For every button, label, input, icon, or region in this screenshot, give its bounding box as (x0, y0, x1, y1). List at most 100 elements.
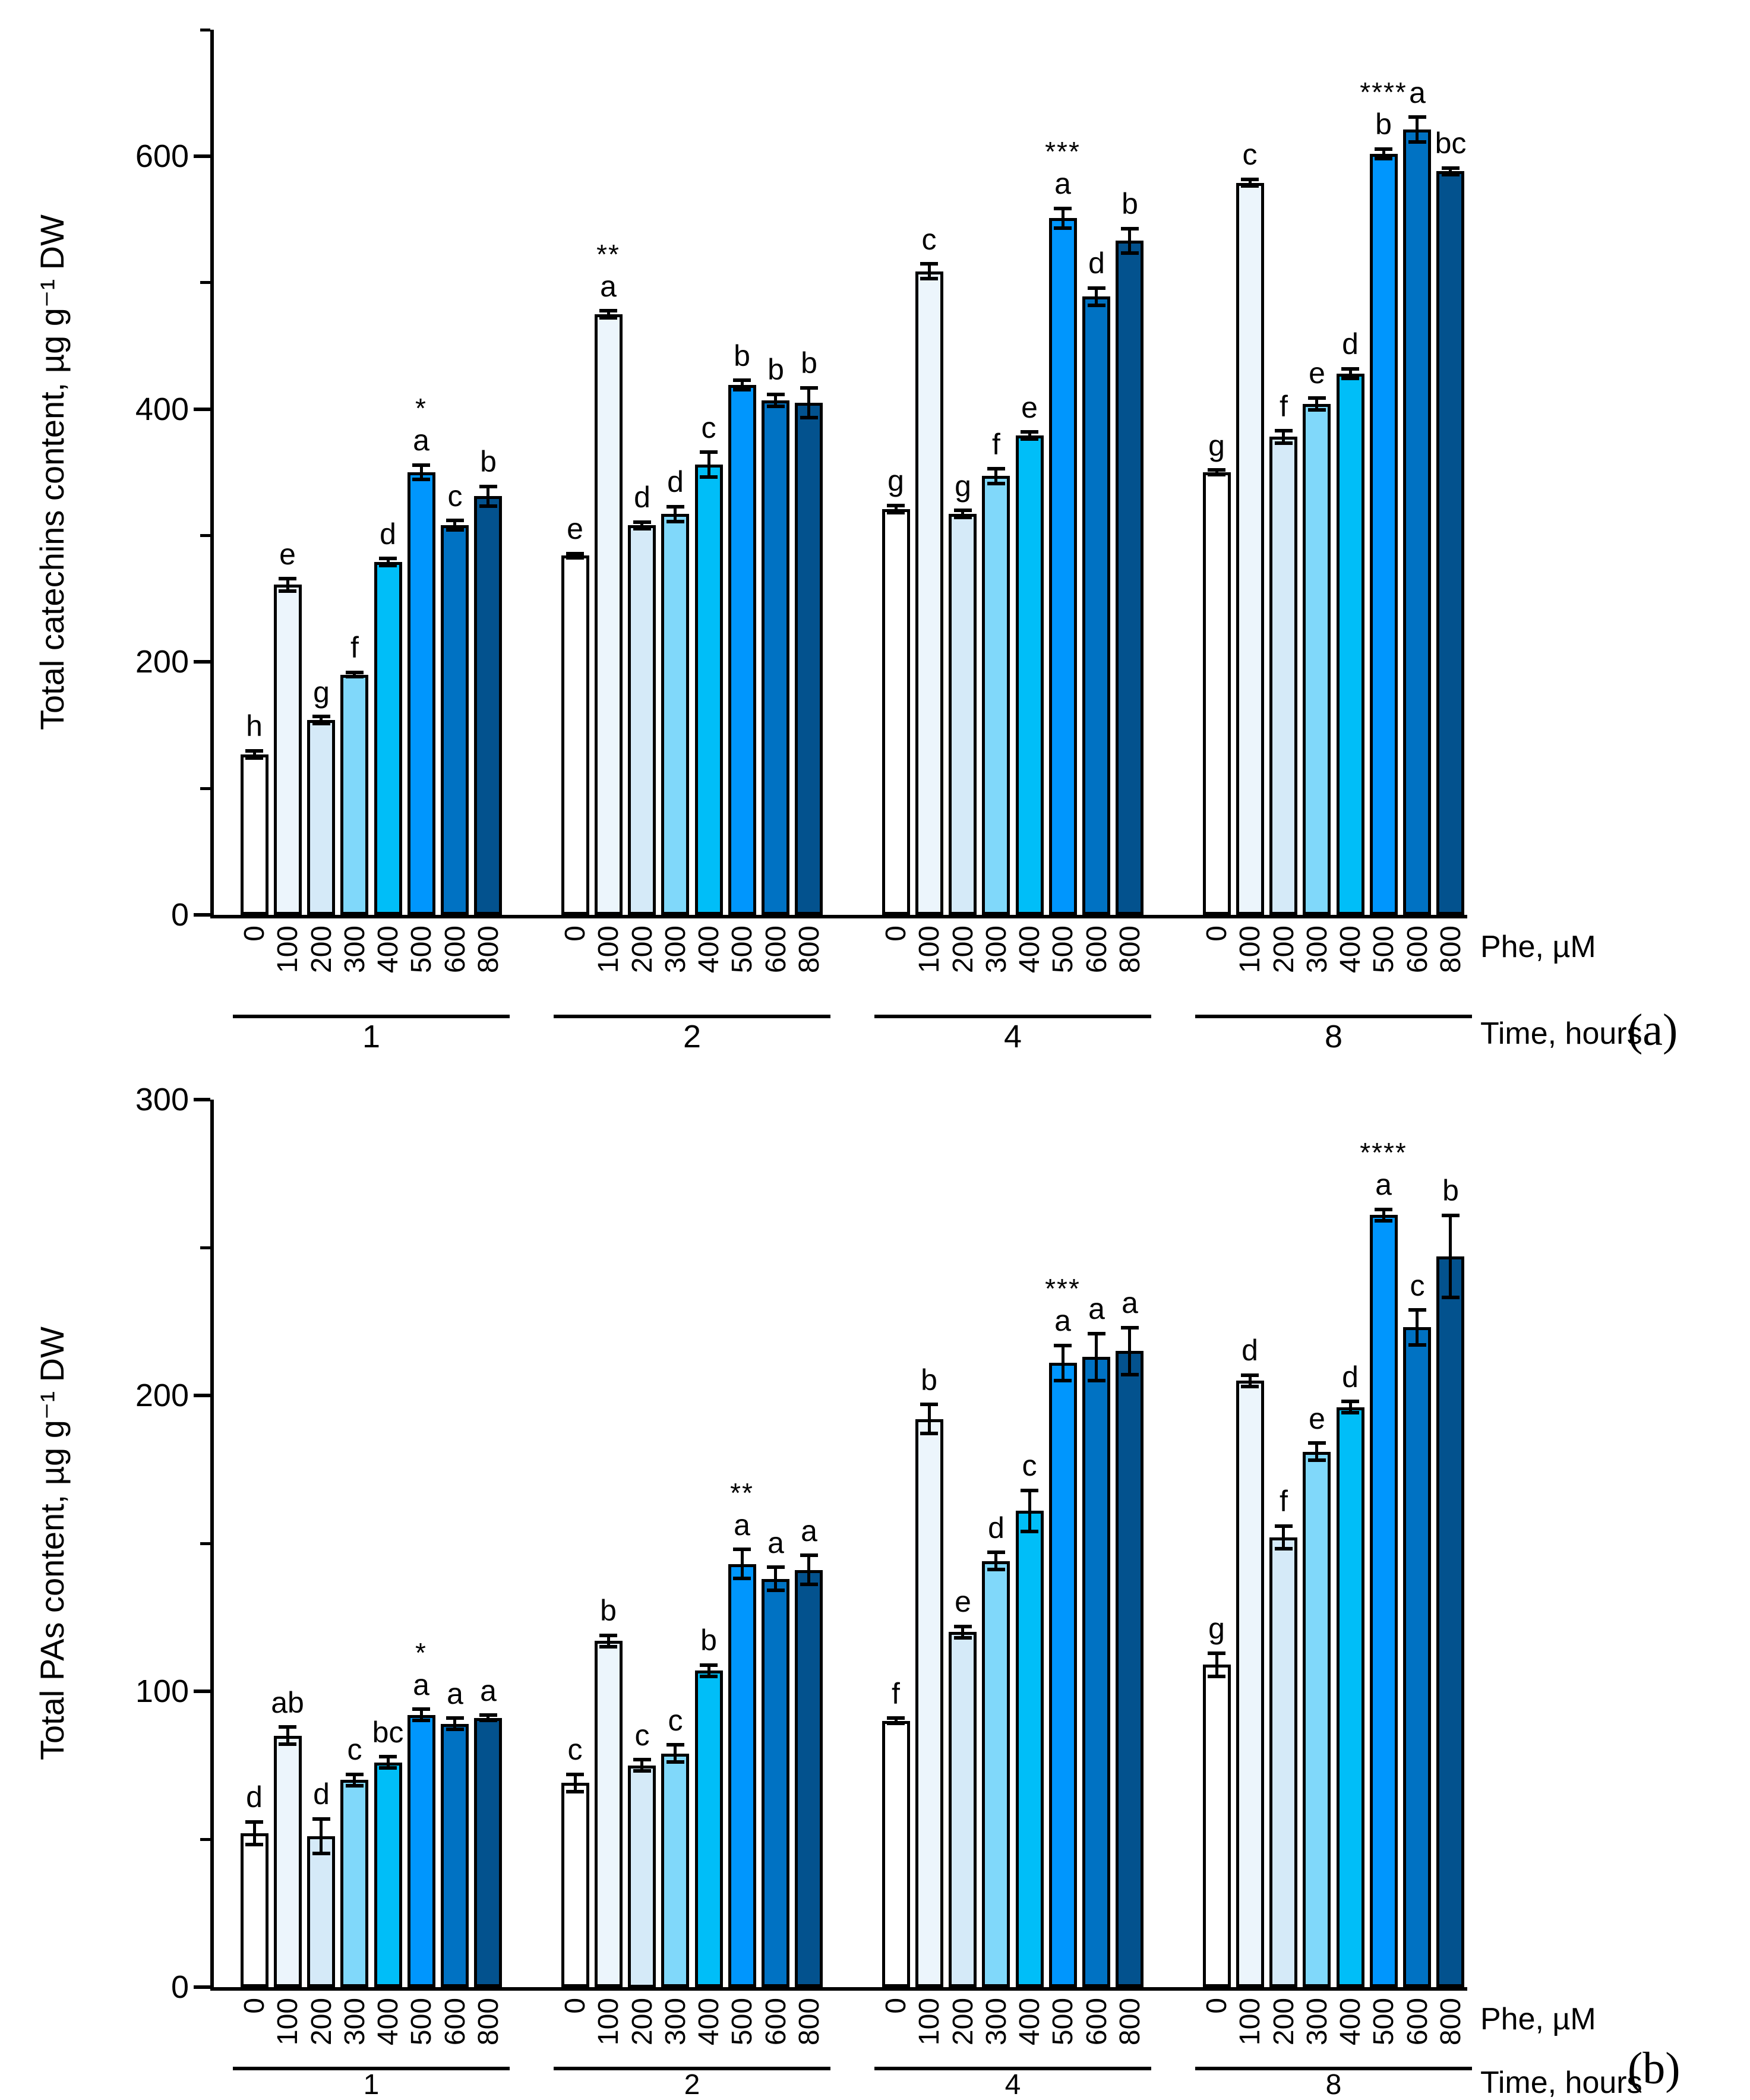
error-bar-cap-top (1208, 1651, 1225, 1655)
x-tick-label: 0 (560, 926, 591, 942)
sig-letter: b (767, 353, 784, 386)
sig-letter: a (413, 1668, 429, 1701)
x-tick-label: 300 (660, 926, 691, 974)
sig-letter: a (1054, 167, 1071, 200)
x-tick-label: 500 (726, 1998, 758, 2046)
error-bar-cap-bottom (887, 511, 905, 514)
bar (595, 1641, 623, 1987)
x-tick-label: 400 (693, 1998, 725, 2046)
sig-letter: e (1309, 356, 1325, 390)
error-bar-cap-bottom (1021, 437, 1038, 441)
error-bar (453, 520, 456, 530)
error-bar (387, 558, 390, 566)
error-bar (994, 1552, 997, 1570)
sig-stars: **** (1360, 1137, 1407, 1168)
y-tick-label: 0 (170, 1969, 189, 2005)
error-bar-cap-top (1054, 1344, 1072, 1347)
error-bar-cap-top (887, 1716, 905, 1720)
error-bar-cap-top (1088, 286, 1105, 290)
error-bar-cap-top (920, 1403, 938, 1406)
y-minor-tick (200, 787, 210, 790)
error-bar (895, 1718, 898, 1724)
error-bar-cap-bottom (800, 416, 818, 419)
x-tick-label: 400 (693, 926, 725, 974)
sig-letter: c (1410, 1269, 1425, 1302)
error-bar-cap-bottom (1375, 157, 1392, 160)
sig-letter: d (634, 481, 650, 514)
error-bar-cap-bottom (1442, 173, 1460, 176)
x-tick-label: 800 (1114, 926, 1146, 974)
error-bar-cap-bottom (599, 1645, 617, 1649)
x-tick-label: 800 (1114, 1998, 1146, 2046)
bar (1049, 218, 1077, 915)
error-bar-cap-top (733, 378, 751, 382)
error-bar-cap-bottom (666, 520, 684, 523)
error-bar-cap-top (1241, 178, 1259, 181)
bar (307, 720, 335, 915)
y-axis (210, 30, 214, 918)
error-bar (1282, 431, 1285, 443)
error-bar (286, 579, 289, 591)
group-underline (874, 1015, 1151, 1018)
sig-letter: c (567, 1733, 583, 1766)
sig-letter: d (380, 517, 396, 551)
x-tick-label: 200 (1268, 926, 1300, 974)
group-underline (874, 2067, 1151, 2070)
bar (982, 476, 1010, 915)
sig-stars: * (415, 1637, 427, 1668)
x-tick-label: 800 (794, 926, 825, 974)
sig-letter: b (734, 339, 750, 372)
sig-letter: d (988, 1511, 1004, 1545)
sig-letter: c (1242, 138, 1258, 171)
sig-letter: d (313, 1777, 330, 1811)
y-tick-label: 300 (135, 1082, 189, 1117)
error-bar-cap-top (566, 552, 584, 555)
error-bar (674, 1745, 677, 1763)
error-bar-cap-top (987, 1550, 1005, 1554)
bar (695, 1670, 723, 1987)
bar (661, 1754, 689, 1987)
sig-letter: b (1442, 1174, 1459, 1207)
y-minor-tick (200, 29, 210, 31)
error-bar-cap-bottom (1375, 1219, 1392, 1223)
error-bar-cap-top (279, 577, 296, 580)
error-bar-cap-bottom (700, 1675, 718, 1678)
error-bar-cap-top (1442, 166, 1460, 170)
error-bar (1382, 149, 1385, 159)
x-tick-label: 600 (1081, 1998, 1113, 2046)
sig-letter: d (1342, 327, 1359, 361)
error-bar-cap-top (479, 1713, 497, 1717)
error-bar (320, 1818, 323, 1854)
error-bar-cap-top (954, 509, 972, 512)
error-bar (1062, 208, 1064, 228)
error-bar-cap-bottom (379, 1766, 397, 1770)
sig-stars: ** (730, 1477, 754, 1508)
x-tick-label: 400 (372, 1998, 404, 2046)
y-axis-title: Total PAs content, µg g⁻¹ DW (33, 1327, 71, 1760)
error-bar (353, 1774, 356, 1786)
x-tick-label: 300 (339, 1998, 371, 2046)
sig-stars: * (415, 393, 427, 424)
error-bar (420, 1709, 423, 1721)
bar (1370, 154, 1398, 915)
error-bar-cap-bottom (1121, 251, 1139, 255)
group-number: 1 (362, 1019, 381, 1054)
error-bar (420, 465, 423, 480)
error-bar-cap-bottom (312, 722, 330, 725)
sig-letter: a (1054, 1304, 1071, 1337)
sig-letter: d (1342, 1360, 1359, 1394)
x-tick-label: 800 (1435, 926, 1467, 974)
sig-letter: a (1122, 1286, 1138, 1319)
bar (441, 1724, 469, 1987)
bar (374, 1763, 402, 1987)
error-bar-cap-bottom (279, 1742, 296, 1746)
error-bar-cap-top (954, 1625, 972, 1628)
error-bar-cap-bottom (633, 527, 651, 530)
group-number: 8 (1325, 2069, 1342, 2100)
x-tick-label: 200 (627, 926, 658, 974)
x-tick-label: 600 (1402, 926, 1433, 974)
error-bar-cap-bottom (1241, 1385, 1259, 1388)
sig-stars: *** (1045, 136, 1081, 167)
error-bar (353, 672, 356, 677)
error-bar (387, 1757, 390, 1769)
